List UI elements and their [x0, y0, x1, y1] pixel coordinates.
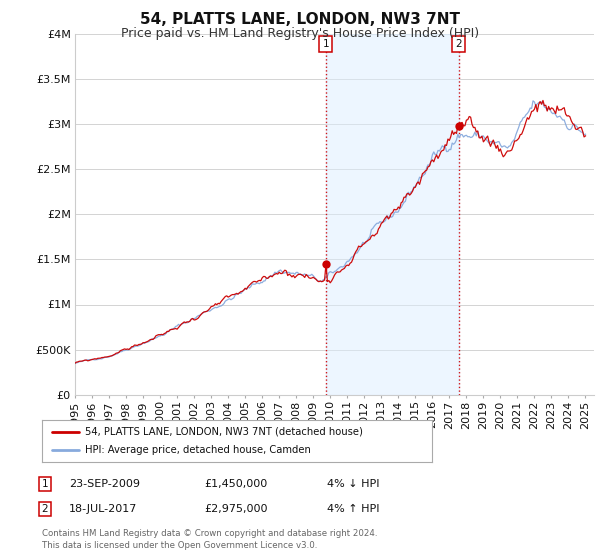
Text: Contains HM Land Registry data © Crown copyright and database right 2024.
This d: Contains HM Land Registry data © Crown c…	[42, 529, 377, 550]
Text: 2: 2	[41, 504, 49, 514]
Text: 54, PLATTS LANE, LONDON, NW3 7NT (detached house): 54, PLATTS LANE, LONDON, NW3 7NT (detach…	[85, 427, 363, 437]
Text: 4% ↓ HPI: 4% ↓ HPI	[327, 479, 380, 489]
Text: Price paid vs. HM Land Registry's House Price Index (HPI): Price paid vs. HM Land Registry's House …	[121, 27, 479, 40]
Text: 54, PLATTS LANE, LONDON, NW3 7NT: 54, PLATTS LANE, LONDON, NW3 7NT	[140, 12, 460, 27]
Text: 23-SEP-2009: 23-SEP-2009	[69, 479, 140, 489]
Text: £2,975,000: £2,975,000	[204, 504, 268, 514]
Text: 1: 1	[41, 479, 49, 489]
Text: HPI: Average price, detached house, Camden: HPI: Average price, detached house, Camd…	[85, 445, 311, 455]
Bar	[326, 34, 458, 395]
Text: 2: 2	[455, 39, 462, 49]
Text: 1: 1	[322, 39, 329, 49]
Text: £1,450,000: £1,450,000	[204, 479, 267, 489]
Text: 18-JUL-2017: 18-JUL-2017	[69, 504, 137, 514]
Text: 4% ↑ HPI: 4% ↑ HPI	[327, 504, 380, 514]
